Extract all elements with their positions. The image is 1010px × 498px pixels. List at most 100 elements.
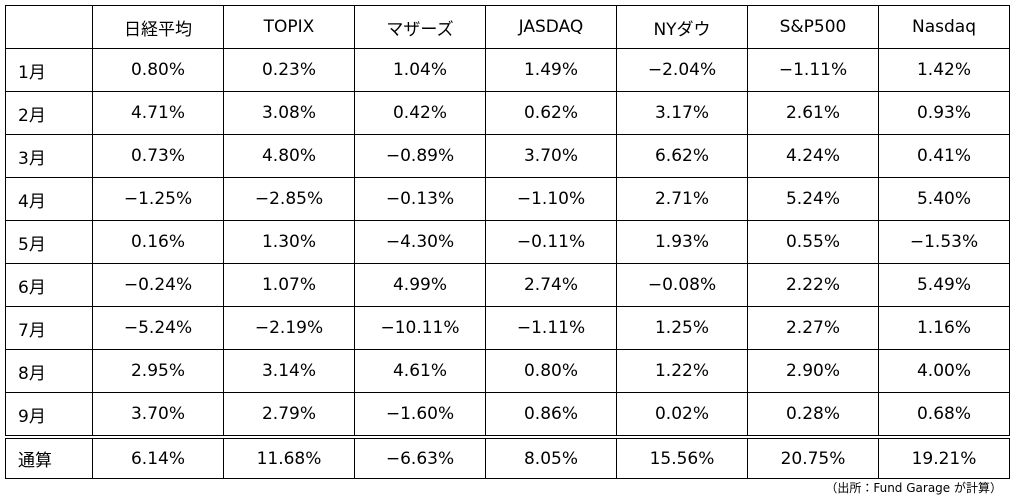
value-cell: −0.13%: [354, 177, 486, 221]
value-cell: 0.42%: [354, 91, 486, 135]
value-cell: 2.79%: [223, 392, 355, 438]
header-cell: TOPIX: [223, 5, 355, 49]
value-cell: 4.99%: [354, 263, 486, 307]
row-label: 5月: [5, 220, 93, 264]
value-cell: −0.08%: [616, 263, 748, 307]
row-label: 7月: [5, 306, 93, 350]
row-label: 1月: [5, 48, 93, 92]
value-cell: 0.80%: [92, 48, 224, 92]
value-cell: 15.56%: [616, 435, 748, 479]
data-row: 6月 −0.24% 1.07% 4.99% 2.74% −0.08% 2.22% 5.49%: [5, 263, 1010, 307]
row-label: 4月: [5, 177, 93, 221]
corner-cell: [5, 5, 93, 49]
data-row: 5月 0.16% 1.30% −4.30% −0.11% 1.93% 0.55% −1.53%: [5, 220, 1010, 264]
value-cell: 0.68%: [878, 392, 1010, 438]
value-cell: 5.24%: [747, 177, 879, 221]
value-cell: 3.70%: [92, 392, 224, 438]
value-cell: 0.02%: [616, 392, 748, 438]
header-cell: S&P500: [747, 5, 879, 49]
value-cell: 1.07%: [223, 263, 355, 307]
value-cell: 1.16%: [878, 306, 1010, 350]
value-cell: 3.70%: [485, 134, 617, 178]
value-cell: 4.00%: [878, 349, 1010, 393]
value-cell: 2.95%: [92, 349, 224, 393]
data-row: 8月 2.95% 3.14% 4.61% 0.80% 1.22% 2.90% 4.00%: [5, 349, 1010, 393]
value-cell: −2.19%: [223, 306, 355, 350]
value-cell: −2.04%: [616, 48, 748, 92]
value-cell: 0.86%: [485, 392, 617, 438]
value-cell: 4.80%: [223, 134, 355, 178]
value-cell: 2.22%: [747, 263, 879, 307]
data-row: 3月 0.73% 4.80% −0.89% 3.70% 6.62% 4.24% 0.41%: [5, 134, 1010, 178]
header-row: 日経平均 TOPIX マザーズ JASDAQ NYダウ S&P500 Nasdaq: [5, 5, 1010, 49]
value-cell: −1.11%: [485, 306, 617, 350]
row-label: 通算: [5, 435, 93, 479]
value-cell: 2.74%: [485, 263, 617, 307]
value-cell: 3.14%: [223, 349, 355, 393]
value-cell: −1.53%: [878, 220, 1010, 264]
table-body: 1月 0.80% 0.23% 1.04% 1.49% −2.04% −1.11% 1.42% 2…: [5, 48, 1010, 479]
row-label: 8月: [5, 349, 93, 393]
value-cell: 0.41%: [878, 134, 1010, 178]
value-cell: −6.63%: [354, 435, 486, 479]
value-cell: 4.61%: [354, 349, 486, 393]
value-cell: −1.25%: [92, 177, 224, 221]
row-label: 2月: [5, 91, 93, 135]
value-cell: 0.80%: [485, 349, 617, 393]
header-cell: JASDAQ: [485, 5, 617, 49]
value-cell: 0.23%: [223, 48, 355, 92]
data-row: 7月 −5.24% −2.19% −10.11% −1.11% 1.25% 2.27% 1.1…: [5, 306, 1010, 350]
value-cell: 0.55%: [747, 220, 879, 264]
value-cell: 0.28%: [747, 392, 879, 438]
value-cell: 1.30%: [223, 220, 355, 264]
data-row: 4月 −1.25% −2.85% −0.13% −1.10% 2.71% 5.24% 5.40…: [5, 177, 1010, 221]
value-cell: −10.11%: [354, 306, 486, 350]
value-cell: 2.90%: [747, 349, 879, 393]
header-cell: マザーズ: [354, 5, 486, 49]
value-cell: 20.75%: [747, 435, 879, 479]
data-row: 9月 3.70% 2.79% −1.60% 0.86% 0.02% 0.28% 0.68%: [5, 392, 1010, 438]
header-cell: NYダウ: [616, 5, 748, 49]
row-label: 9月: [5, 392, 93, 438]
value-cell: 0.16%: [92, 220, 224, 264]
value-cell: 2.27%: [747, 306, 879, 350]
header-cell: Nasdaq: [878, 5, 1010, 49]
value-cell: −4.30%: [354, 220, 486, 264]
returns-table: 日経平均 TOPIX マザーズ JASDAQ NYダウ S&P500 Nasdaq 1月 0.…: [5, 5, 1010, 479]
value-cell: 0.93%: [878, 91, 1010, 135]
value-cell: 0.73%: [92, 134, 224, 178]
value-cell: −5.24%: [92, 306, 224, 350]
data-row: 2月 4.71% 3.08% 0.42% 0.62% 3.17% 2.61% 0.93%: [5, 91, 1010, 135]
value-cell: 1.04%: [354, 48, 486, 92]
value-cell: 5.40%: [878, 177, 1010, 221]
value-cell: −1.11%: [747, 48, 879, 92]
value-cell: −0.89%: [354, 134, 486, 178]
value-cell: 6.62%: [616, 134, 748, 178]
value-cell: 1.42%: [878, 48, 1010, 92]
value-cell: 0.62%: [485, 91, 617, 135]
value-cell: 5.49%: [878, 263, 1010, 307]
value-cell: 1.93%: [616, 220, 748, 264]
row-label: 6月: [5, 263, 93, 307]
footnote: （出所：Fund Garage が計算）: [825, 481, 1002, 495]
value-cell: −2.85%: [223, 177, 355, 221]
header-cell: 日経平均: [92, 5, 224, 49]
value-cell: −0.24%: [92, 263, 224, 307]
value-cell: 8.05%: [485, 435, 617, 479]
row-label: 3月: [5, 134, 93, 178]
value-cell: 1.25%: [616, 306, 748, 350]
value-cell: 6.14%: [92, 435, 224, 479]
value-cell: 2.61%: [747, 91, 879, 135]
value-cell: 19.21%: [878, 435, 1010, 479]
value-cell: 1.22%: [616, 349, 748, 393]
value-cell: 4.24%: [747, 134, 879, 178]
value-cell: 3.08%: [223, 91, 355, 135]
total-row: 通算 6.14% 11.68% −6.63% 8.05% 15.56% 20.75% 19.2…: [5, 435, 1010, 479]
value-cell: −0.11%: [485, 220, 617, 264]
value-cell: 4.71%: [92, 91, 224, 135]
data-row: 1月 0.80% 0.23% 1.04% 1.49% −2.04% −1.11% 1.42%: [5, 48, 1010, 92]
value-cell: 11.68%: [223, 435, 355, 479]
value-cell: 2.71%: [616, 177, 748, 221]
value-cell: −1.10%: [485, 177, 617, 221]
